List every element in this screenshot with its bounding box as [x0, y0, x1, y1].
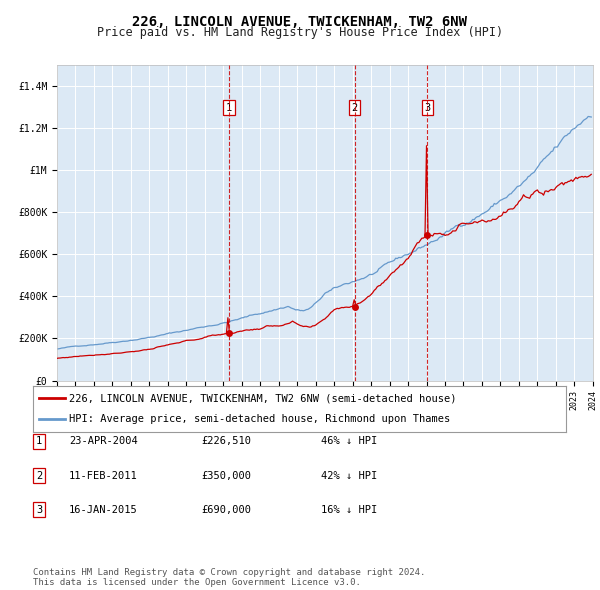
Text: HPI: Average price, semi-detached house, Richmond upon Thames: HPI: Average price, semi-detached house,…	[69, 414, 451, 424]
Text: 226, LINCOLN AVENUE, TWICKENHAM, TW2 6NW (semi-detached house): 226, LINCOLN AVENUE, TWICKENHAM, TW2 6NW…	[69, 394, 457, 404]
Text: 3: 3	[424, 103, 430, 113]
Text: 11-FEB-2011: 11-FEB-2011	[69, 471, 138, 480]
Text: £350,000: £350,000	[201, 471, 251, 480]
Text: 46% ↓ HPI: 46% ↓ HPI	[321, 437, 377, 446]
Text: 226, LINCOLN AVENUE, TWICKENHAM, TW2 6NW: 226, LINCOLN AVENUE, TWICKENHAM, TW2 6NW	[133, 15, 467, 29]
Text: 2: 2	[352, 103, 358, 113]
Text: 16-JAN-2015: 16-JAN-2015	[69, 505, 138, 514]
Text: 2: 2	[36, 471, 42, 480]
Text: 16% ↓ HPI: 16% ↓ HPI	[321, 505, 377, 514]
Text: 42% ↓ HPI: 42% ↓ HPI	[321, 471, 377, 480]
Text: 1: 1	[226, 103, 232, 113]
Text: 23-APR-2004: 23-APR-2004	[69, 437, 138, 446]
Text: £690,000: £690,000	[201, 505, 251, 514]
Text: 3: 3	[36, 505, 42, 514]
Text: Contains HM Land Registry data © Crown copyright and database right 2024.
This d: Contains HM Land Registry data © Crown c…	[33, 568, 425, 587]
Text: £226,510: £226,510	[201, 437, 251, 446]
Text: Price paid vs. HM Land Registry's House Price Index (HPI): Price paid vs. HM Land Registry's House …	[97, 26, 503, 39]
Text: 1: 1	[36, 437, 42, 446]
